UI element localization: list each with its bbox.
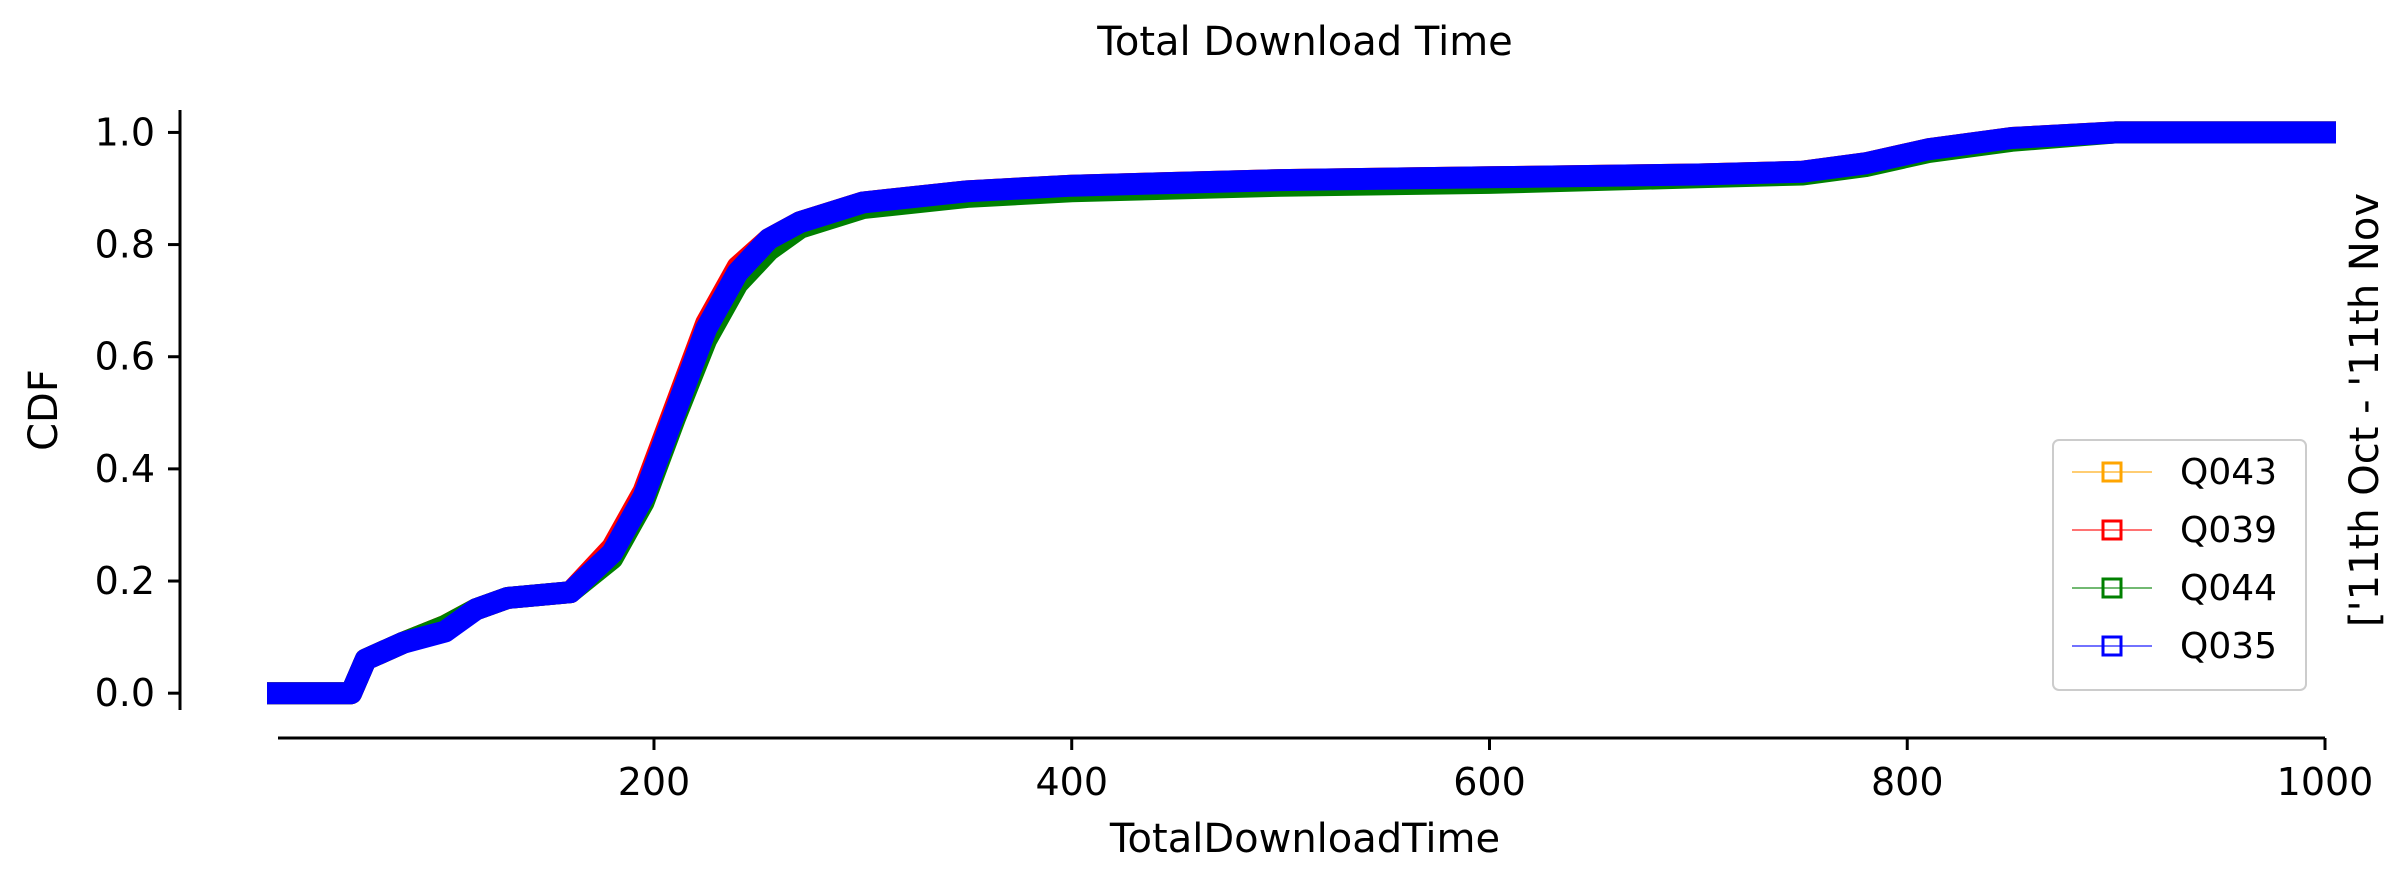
series-line-q035 bbox=[267, 121, 2336, 705]
y-ticks: 0.0 0.2 0.4 0.6 0.8 1.0 bbox=[95, 110, 180, 715]
x-ticks: 200 400 600 800 1000 bbox=[618, 738, 2374, 804]
legend-label: Q039 bbox=[2180, 510, 2277, 551]
side-date-label: ['11th Oct - '11th Nov bbox=[2342, 193, 2388, 627]
x-tick-label: 600 bbox=[1453, 760, 1526, 804]
y-tick-label: 0.6 bbox=[95, 335, 155, 379]
y-tick-label: 0.4 bbox=[95, 447, 155, 491]
legend-marker bbox=[2101, 635, 2123, 657]
y-tick-label: 0.2 bbox=[95, 559, 155, 603]
legend: Q043 Q039 Q044 Q035 bbox=[2052, 439, 2307, 691]
y-tick-label: 0.8 bbox=[95, 223, 155, 267]
y-tick-label: 0.0 bbox=[95, 671, 155, 715]
plot-area bbox=[267, 121, 2336, 705]
legend-label: Q035 bbox=[2180, 626, 2277, 667]
legend-label: Q044 bbox=[2180, 568, 2277, 609]
series-line-q043 bbox=[267, 121, 2336, 705]
x-tick-label: 200 bbox=[618, 760, 691, 804]
x-tick-label: 400 bbox=[1035, 760, 1108, 804]
legend-marker bbox=[2101, 577, 2123, 599]
x-axis-label: TotalDownloadTime bbox=[1109, 816, 1500, 862]
x-tick-label: 1000 bbox=[2277, 760, 2374, 804]
series-line-q039 bbox=[267, 121, 2336, 705]
y-tick-label: 1.0 bbox=[95, 110, 155, 154]
chart-title: Total Download Time bbox=[1096, 19, 1513, 65]
legend-label: Q043 bbox=[2180, 452, 2277, 493]
legend-items: Q043 Q039 Q044 Q035 bbox=[2072, 452, 2277, 667]
x-tick-label: 800 bbox=[1871, 760, 1944, 804]
legend-box bbox=[2052, 439, 2307, 691]
legend-marker bbox=[2101, 461, 2123, 483]
y-axis-label: CDF bbox=[21, 369, 67, 451]
legend-marker bbox=[2101, 519, 2123, 541]
series-line-q044 bbox=[267, 121, 2336, 705]
